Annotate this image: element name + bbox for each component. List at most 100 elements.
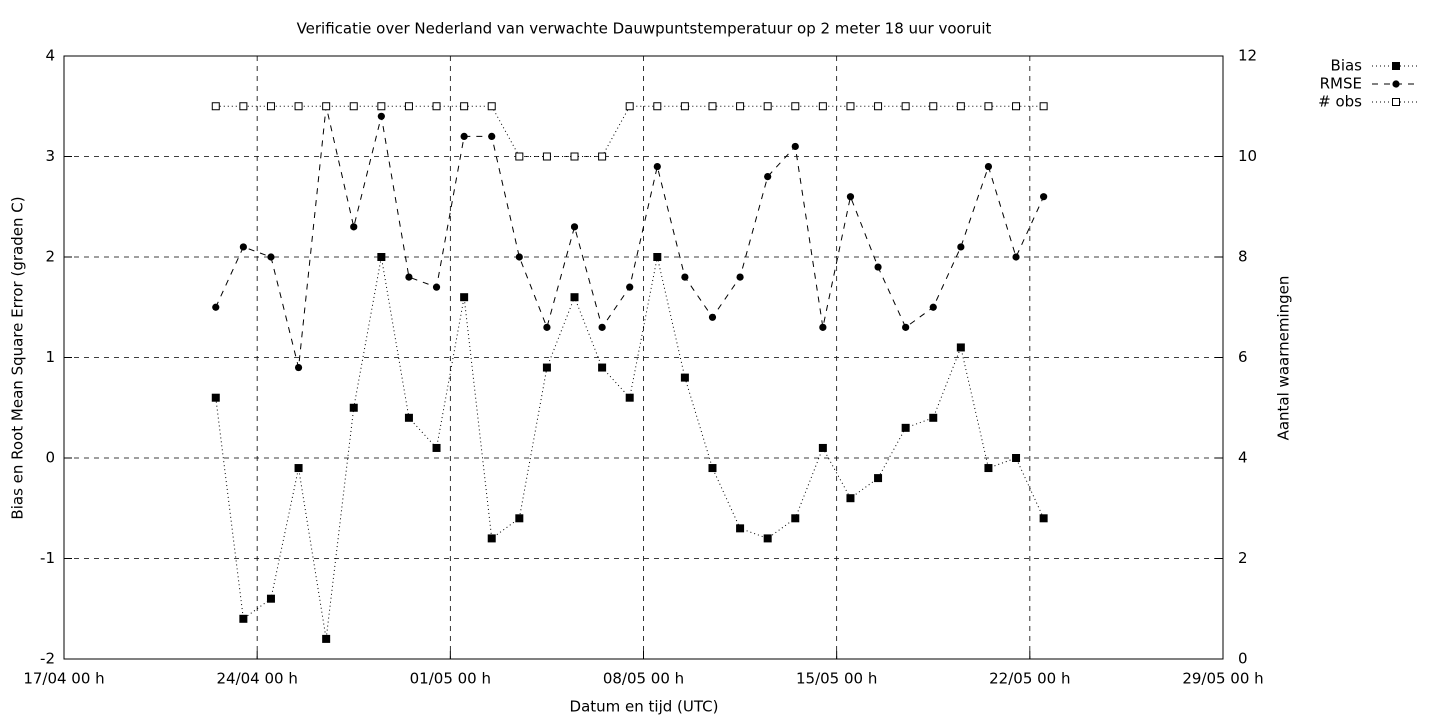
y-tick-label: 2 — [45, 248, 55, 266]
data-point — [487, 534, 496, 543]
data-point — [708, 102, 717, 111]
data-point — [818, 102, 827, 111]
data-point — [488, 132, 496, 140]
legend-label: RMSE — [1320, 75, 1362, 93]
data-point — [1012, 253, 1020, 261]
data-point — [984, 464, 993, 473]
data-point — [515, 152, 524, 161]
x-tick-label: 17/04 00 h — [23, 670, 104, 688]
data-point — [570, 223, 579, 231]
series-line — [215, 106, 1045, 368]
data-point — [1039, 102, 1048, 111]
data-point — [874, 474, 883, 483]
x-tick-label: 01/05 00 h — [410, 670, 491, 688]
data-point — [322, 634, 331, 643]
data-point — [515, 514, 524, 523]
x-tick-label: 29/05 00 h — [1182, 670, 1263, 688]
data-point — [626, 283, 634, 291]
data-point — [846, 102, 855, 111]
data-point — [487, 102, 496, 111]
data-point — [736, 102, 745, 111]
y-tick-label: -1 — [40, 549, 55, 567]
data-point — [377, 112, 385, 120]
data-point — [929, 413, 938, 422]
data-point — [791, 102, 800, 111]
y2-tick-label: 0 — [1238, 650, 1248, 668]
data-point — [901, 102, 910, 111]
data-point — [404, 413, 413, 422]
data-point — [653, 102, 662, 111]
y2-tick-label: 12 — [1238, 47, 1257, 65]
data-point — [708, 464, 717, 473]
data-point — [570, 152, 579, 161]
data-point — [653, 253, 662, 261]
y2-tick-label: 2 — [1238, 549, 1248, 567]
data-point — [708, 313, 717, 321]
data-point — [736, 273, 744, 281]
data-point — [405, 273, 413, 281]
data-point — [542, 152, 551, 161]
data-point — [956, 343, 965, 352]
data-point — [432, 283, 441, 291]
y-tick-label: 3 — [45, 147, 55, 165]
data-point — [211, 393, 220, 402]
data-point — [460, 293, 469, 302]
data-point — [239, 243, 247, 251]
data-point — [377, 253, 386, 261]
data-point — [1012, 102, 1021, 111]
data-point — [1040, 193, 1048, 201]
data-point — [432, 102, 441, 111]
data-point — [818, 443, 827, 452]
data-point — [902, 323, 910, 331]
data-point — [1039, 514, 1048, 523]
data-point — [294, 464, 303, 473]
data-point — [680, 102, 689, 111]
x-tick-label: 24/04 00 h — [216, 670, 297, 688]
data-point — [929, 303, 937, 311]
data-point — [901, 423, 910, 432]
data-point — [625, 393, 634, 402]
data-point — [736, 524, 745, 533]
data-point — [984, 162, 993, 171]
data-point — [846, 494, 855, 503]
data-point — [432, 443, 441, 452]
data-point — [1012, 454, 1021, 462]
y2-axis-label: Aantal waarnemingen — [1275, 276, 1293, 441]
data-point — [763, 534, 772, 543]
data-point — [598, 363, 607, 372]
data-point — [956, 102, 965, 111]
data-point — [515, 253, 523, 261]
y-tick-label: -2 — [40, 650, 55, 668]
data-point — [598, 152, 607, 161]
y-tick-label: 1 — [45, 348, 55, 366]
data-point — [377, 102, 386, 111]
data-point — [349, 403, 358, 412]
data-point — [791, 514, 800, 523]
y2-tick-label: 10 — [1238, 147, 1257, 165]
data-point — [763, 102, 772, 111]
data-point — [212, 303, 220, 311]
x-tick-label: 22/05 00 h — [989, 670, 1070, 688]
data-point — [349, 102, 358, 111]
legend-marker — [1392, 62, 1400, 70]
data-point — [404, 102, 413, 111]
y-tick-label: 0 — [45, 449, 55, 467]
chart-title: Verificatie over Nederland van verwachte… — [297, 20, 992, 38]
data-point — [239, 614, 248, 623]
x-tick-label: 15/05 00 h — [796, 670, 877, 688]
data-point — [681, 273, 689, 281]
data-point — [543, 323, 551, 331]
data-point — [294, 363, 303, 372]
y-axis-label: Bias en Root Mean Square Error (graden C… — [9, 196, 27, 519]
data-point — [819, 323, 827, 331]
data-point — [542, 363, 551, 372]
data-point — [653, 162, 661, 171]
series-line — [215, 105, 1044, 157]
y2-tick-label: 4 — [1238, 449, 1248, 467]
data-point — [929, 102, 938, 111]
data-point — [957, 243, 965, 251]
data-point — [267, 253, 275, 261]
data-point — [322, 102, 331, 111]
y2-tick-label: 6 — [1238, 348, 1248, 366]
